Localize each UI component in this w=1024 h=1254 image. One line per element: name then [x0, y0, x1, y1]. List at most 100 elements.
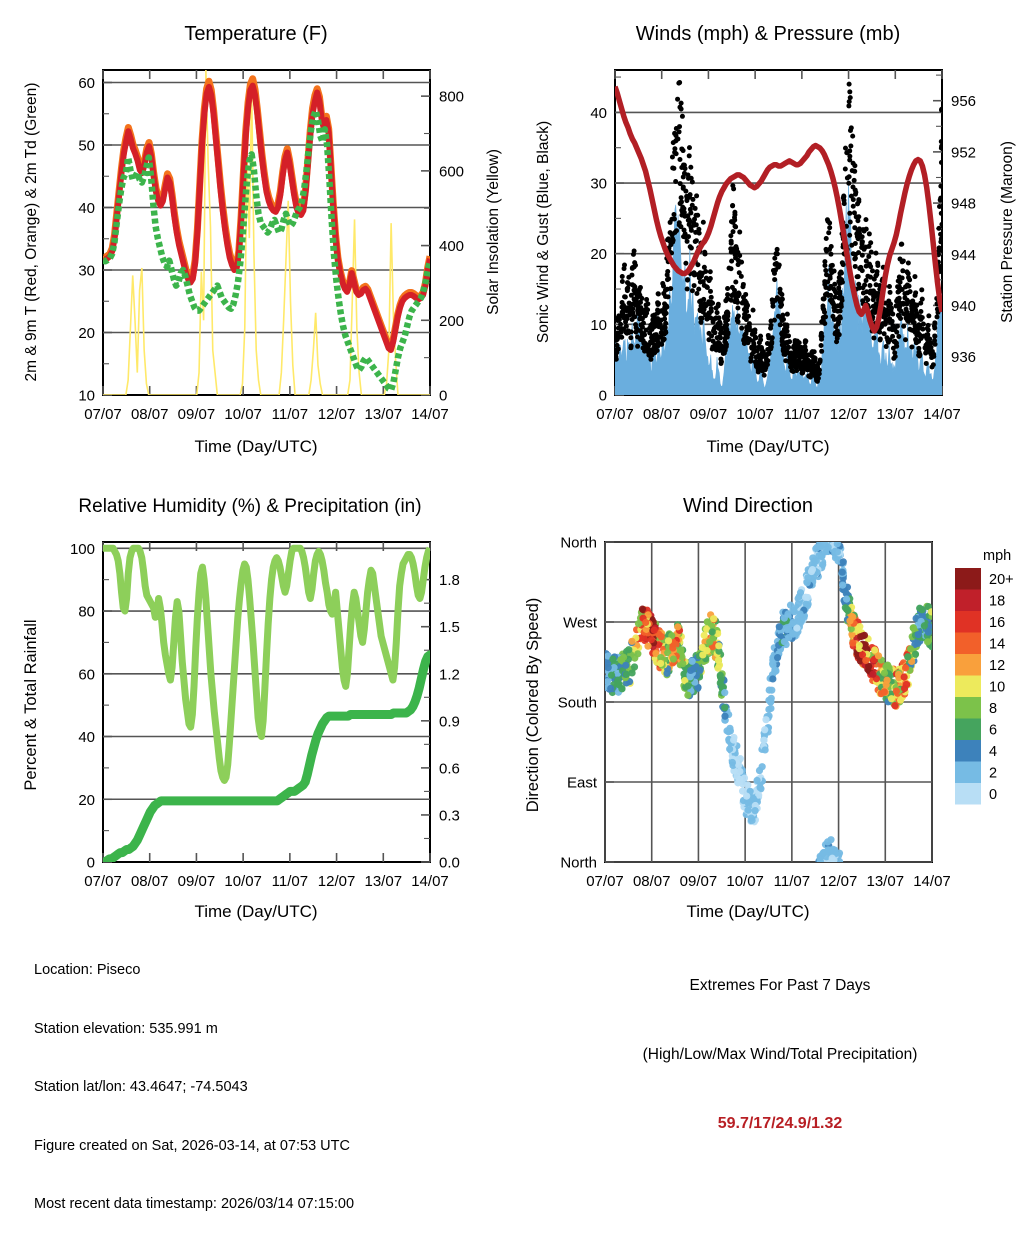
- svg-text:948: 948: [951, 196, 976, 213]
- direction-title: Wind Direction: [683, 495, 813, 517]
- extremes-subheading: (High/Low/Max Wind/Total Precipitation): [642, 1046, 918, 1063]
- svg-text:12/07: 12/07: [318, 406, 356, 423]
- svg-text:952: 952: [951, 144, 976, 161]
- colorbar-band: [955, 783, 981, 805]
- dewpoint-2m-series: [103, 107, 430, 394]
- svg-text:North: North: [560, 855, 597, 872]
- svg-text:940: 940: [951, 298, 976, 315]
- humidity-precipitation-panel: Relative Humidity (%) & Precipitation (i…: [0, 480, 512, 940]
- colorbar-unit-label: mph: [983, 548, 1011, 564]
- svg-text:400: 400: [439, 238, 464, 255]
- svg-text:11/07: 11/07: [774, 873, 810, 890]
- colorbar-tick-label: 0: [989, 787, 997, 803]
- wind-direction-scatter: [605, 542, 932, 862]
- wind-speed-colorbar-legend: mph 20+ 18 16 14 12 10 8 6 4 2 0: [955, 548, 1014, 805]
- svg-text:10/07: 10/07: [224, 406, 262, 423]
- temperature-panel: Temperature (F) 10 20 30 40 50 60 0 200 400 600 80…: [0, 0, 512, 470]
- data-timestamp-line: Most recent data timestamp: 2026/03/14 0…: [34, 1196, 355, 1212]
- svg-text:100: 100: [70, 541, 95, 558]
- wind-direction-chart-svg: Wind Direction NorthWestSouthEastNorth07…: [524, 495, 1014, 921]
- colorbar-band: [955, 568, 981, 590]
- colorbar-tick-label: 8: [989, 701, 997, 717]
- humidity-title: Relative Humidity (%) & Precipitation (i…: [78, 496, 421, 517]
- svg-text:13/07: 13/07: [365, 873, 403, 890]
- svg-text:40: 40: [78, 200, 95, 217]
- svg-text:13/07: 13/07: [867, 873, 905, 890]
- svg-text:12/07: 12/07: [830, 406, 868, 423]
- extremes-heading: Extremes For Past 7 Days: [689, 977, 871, 994]
- svg-text:30: 30: [78, 263, 95, 280]
- svg-text:12/07: 12/07: [318, 873, 356, 890]
- svg-text:80: 80: [78, 604, 95, 621]
- svg-text:1.2: 1.2: [439, 666, 460, 683]
- svg-text:0.6: 0.6: [439, 760, 460, 777]
- total-rainfall-series: [103, 650, 430, 862]
- svg-text:0.3: 0.3: [439, 807, 460, 824]
- svg-text:09/07: 09/07: [690, 406, 728, 423]
- extremes-block: Extremes For Past 7 Days (High/Low/Max W…: [560, 928, 1000, 1181]
- svg-text:50: 50: [78, 138, 95, 155]
- svg-text:09/07: 09/07: [178, 406, 216, 423]
- svg-text:09/07: 09/07: [178, 873, 216, 890]
- svg-text:West: West: [563, 615, 598, 632]
- svg-text:1.5: 1.5: [439, 619, 460, 636]
- svg-text:07/07: 07/07: [84, 873, 122, 890]
- svg-text:11/07: 11/07: [272, 406, 308, 423]
- latlon-line: Station lat/lon: 43.4647; -74.5043: [34, 1079, 248, 1095]
- svg-text:20: 20: [78, 792, 95, 809]
- wind-direction-panel: Wind Direction North West South East North 07…: [512, 480, 1024, 940]
- colorbar-tick-label: 10: [989, 679, 1005, 695]
- temperature-ylabel: 2m & 9m T (Red, Orange) & 2m Td (Green): [23, 83, 40, 382]
- winds-title: Winds (mph) & Pressure (mb): [636, 23, 901, 45]
- svg-text:40: 40: [590, 105, 607, 122]
- svg-text:South: South: [558, 695, 597, 712]
- humidity-xlabel: Time (Day/UTC): [194, 902, 317, 921]
- svg-text:30: 30: [590, 176, 607, 193]
- colorbar-band: [955, 740, 981, 762]
- relative-humidity-series: [103, 544, 430, 784]
- figure-created-line: Figure created on Sat, 2026-03-14, at 07…: [34, 1137, 350, 1154]
- colorbar-tick-label: 6: [989, 722, 997, 738]
- svg-text:08/07: 08/07: [131, 406, 169, 423]
- colorbar-band: [955, 675, 981, 697]
- svg-text:East: East: [567, 775, 598, 792]
- temperature-xlabel: Time (Day/UTC): [194, 437, 317, 456]
- winds-pressure-chart-svg: Winds (mph) & Pressure (mb) 0 10 20 30 40 936…: [535, 23, 1016, 456]
- direction-ylabel: Direction (Colored By Speed): [524, 598, 542, 813]
- station-metadata-block: Location: Piseco Station elevation: 535.…: [34, 922, 354, 1254]
- svg-text:08/07: 08/07: [131, 873, 169, 890]
- svg-text:14/07: 14/07: [923, 406, 961, 423]
- colorbar-band: [955, 654, 981, 676]
- svg-text:20: 20: [590, 246, 607, 263]
- svg-text:200: 200: [439, 313, 464, 330]
- svg-text:956: 956: [951, 93, 976, 110]
- svg-text:0.9: 0.9: [439, 713, 460, 730]
- svg-text:09/07: 09/07: [680, 873, 718, 890]
- svg-text:10/07: 10/07: [726, 873, 764, 890]
- colorbar-band: [955, 761, 981, 783]
- svg-text:14/07: 14/07: [411, 406, 449, 423]
- svg-text:20: 20: [78, 325, 95, 342]
- svg-text:60: 60: [78, 666, 95, 683]
- svg-text:11/07: 11/07: [272, 873, 308, 890]
- colorbar-tick-label: 18: [989, 593, 1005, 609]
- svg-text:07/07: 07/07: [586, 873, 624, 890]
- colorbar-tick-label: 16: [989, 615, 1005, 631]
- svg-text:0: 0: [599, 388, 607, 405]
- svg-text:13/07: 13/07: [877, 406, 915, 423]
- direction-xlabel: Time (Day/UTC): [686, 902, 809, 921]
- temperature-chart-svg: Temperature (F) 102030405060020040060080…: [23, 23, 502, 456]
- svg-text:944: 944: [951, 247, 976, 264]
- colorbar-tick-label: 12: [989, 658, 1005, 674]
- svg-text:1.8: 1.8: [439, 572, 460, 589]
- svg-text:10: 10: [590, 317, 607, 334]
- elevation-line: Station elevation: 535.991 m: [34, 1020, 218, 1037]
- winds-y2label: Station Pressure (Maroon): [999, 141, 1016, 323]
- humidity-chart-svg: Relative Humidity (%) & Precipitation (i…: [22, 496, 460, 921]
- svg-text:11/07: 11/07: [784, 406, 820, 423]
- svg-text:10/07: 10/07: [224, 873, 262, 890]
- svg-text:600: 600: [439, 163, 464, 180]
- svg-text:10/07: 10/07: [736, 406, 774, 423]
- colorbar-band: [955, 718, 981, 740]
- temperature-title: Temperature (F): [184, 23, 327, 45]
